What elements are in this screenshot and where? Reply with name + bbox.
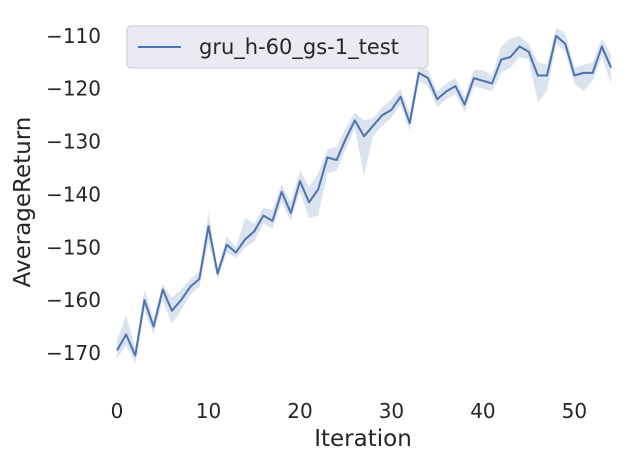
legend: gru_h-60_gs-1_test (126, 25, 429, 69)
y-tick-label: −160 (46, 288, 101, 312)
x-tick-label: 50 (562, 399, 587, 423)
y-tick-labels: −170 −160 −150 −140 −130 −120 −110 (46, 24, 101, 365)
legend-label: gru_h-60_gs-1_test (199, 35, 399, 60)
x-tick-label: 0 (111, 399, 124, 423)
y-tick-label: −150 (46, 235, 101, 259)
legend-box (126, 25, 429, 69)
x-tick-label: 20 (287, 399, 312, 423)
x-axis-title: Iteration (314, 426, 412, 452)
y-tick-label: −170 (46, 341, 101, 365)
y-tick-label: −110 (46, 24, 101, 48)
series-lines (116, 34, 612, 357)
y-tick-label: −140 (46, 182, 101, 206)
x-tick-label: 10 (196, 399, 221, 423)
y-axis-title: AverageReturn (10, 117, 36, 288)
y-tick-label: −130 (46, 130, 101, 154)
x-tick-labels: 0 10 20 30 40 50 (111, 399, 588, 423)
x-tick-label: 30 (379, 399, 404, 423)
x-tick-label: 40 (470, 399, 495, 423)
series-line-0 (116, 34, 612, 357)
y-tick-label: −120 (46, 77, 101, 101)
